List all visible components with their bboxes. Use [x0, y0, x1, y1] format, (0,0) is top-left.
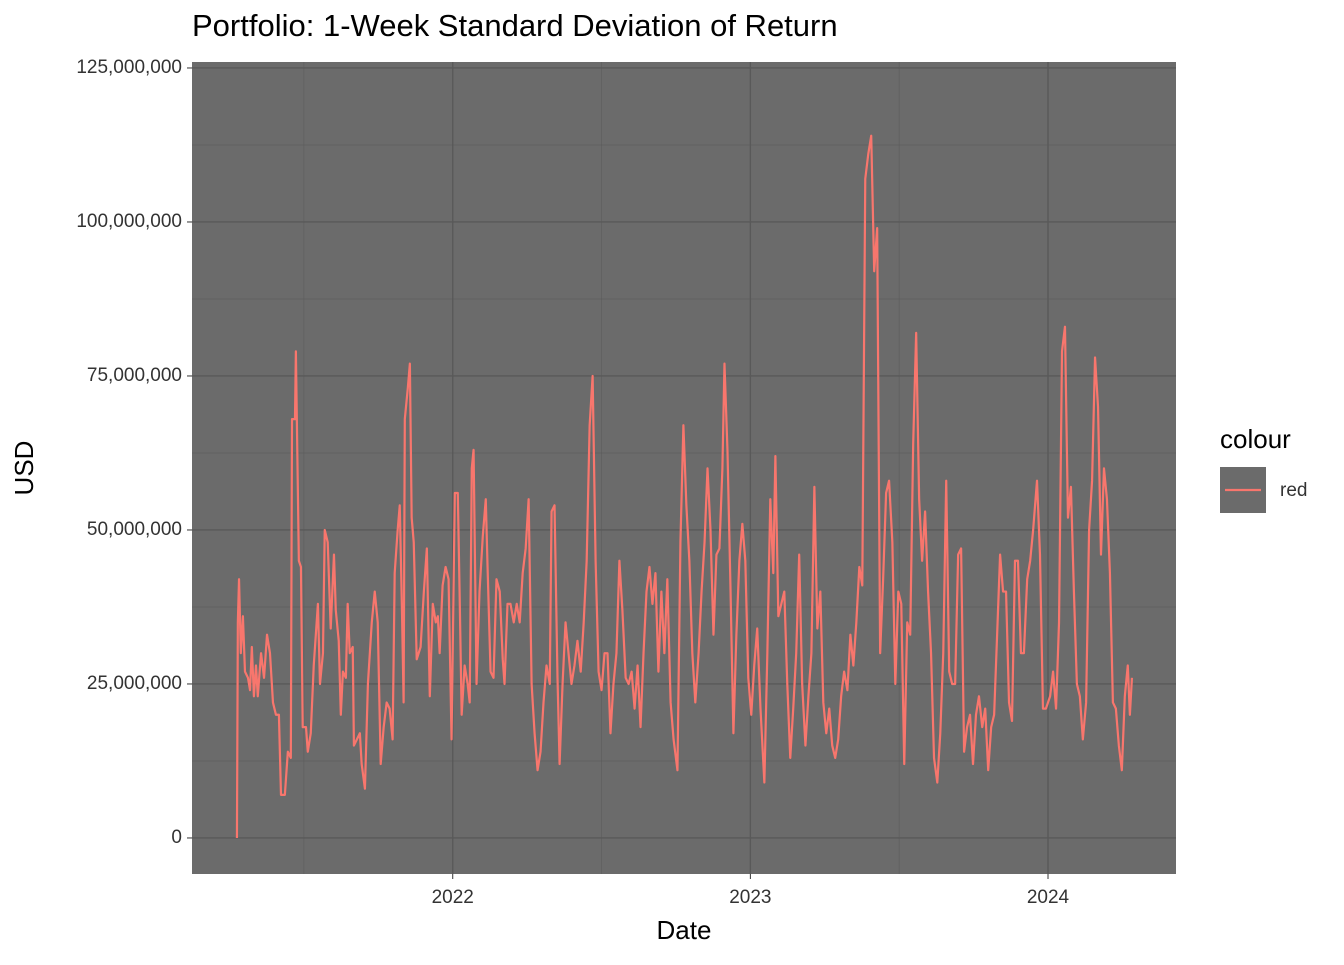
y-tick-label: 75,000,000 — [87, 365, 182, 386]
y-tick-label: 50,000,000 — [87, 519, 182, 540]
x-tick-label: 2024 — [1027, 887, 1070, 908]
y-axis-title: USD — [9, 441, 39, 496]
y-tick-label: 100,000,000 — [76, 211, 182, 232]
y-tick-label: 125,000,000 — [76, 57, 182, 78]
legend-title: colour — [1220, 424, 1291, 454]
y-tick-label: 25,000,000 — [87, 673, 182, 694]
x-tick-label: 2022 — [432, 887, 474, 908]
x-axis-title: Date — [657, 915, 712, 945]
data-line — [235, 134, 1134, 838]
x-tick-label: 2023 — [729, 887, 771, 908]
chart-title: Portfolio: 1-Week Standard Deviation of … — [192, 8, 838, 43]
legend-label: red — [1280, 480, 1307, 501]
y-tick-label: 0 — [171, 827, 182, 848]
